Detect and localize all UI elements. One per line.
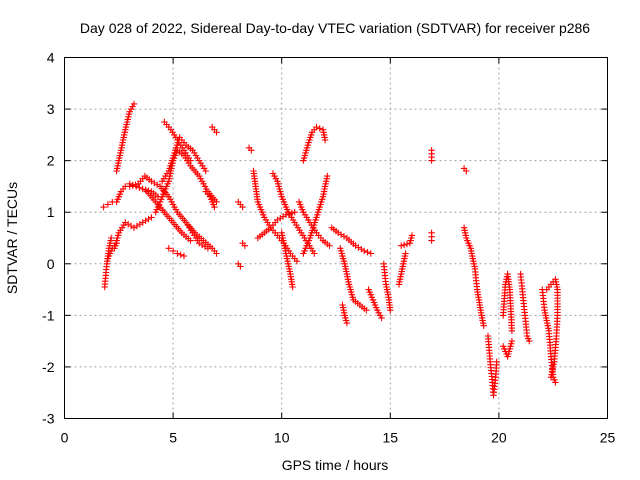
data-point [428,157,435,164]
x-tick-label: 10 [274,430,290,446]
data-point [187,157,194,164]
y-tick-label: 3 [47,101,55,117]
data-point [204,245,212,252]
y-axis-label: SDTVAR / TECUs [4,182,20,294]
data-point [202,167,209,175]
data-point [211,203,218,211]
data-point [289,283,296,291]
data-point [108,234,115,242]
data-point [313,123,320,131]
data-point [552,379,559,386]
x-tick-label: 0 [61,430,69,446]
data-point [177,251,184,258]
data-point [387,307,394,314]
data-point [378,314,385,322]
data-point [148,214,155,221]
data-point [180,252,188,260]
chart-title: Day 028 of 2022, Sidereal Day-to-day VTE… [80,20,590,36]
data-point [213,129,220,136]
data-point [132,181,139,188]
data-point [480,322,487,329]
data-point [104,201,112,208]
data-point [364,249,371,256]
data-point [400,241,408,249]
data-point [239,203,246,211]
data-point [361,247,368,255]
y-tick-label: 4 [47,50,55,66]
data-point [402,250,409,257]
data-points [100,100,561,399]
y-tick-label: 1 [47,204,55,220]
x-tick-label: 20 [491,430,507,446]
axis-ticks: 0 5 10 15 20 25 -3 -2 -1 0 1 2 3 4 [42,50,615,446]
data-point [248,147,255,154]
x-axis-label: GPS time / hours [282,457,389,473]
y-tick-label: -3 [42,411,55,427]
data-point [326,242,333,249]
data-point [136,184,143,191]
data-point [237,263,244,270]
plot-frame [64,57,608,419]
data-point [139,185,146,193]
data-point [126,183,133,190]
y-tick-label: -1 [42,307,55,323]
data-point [241,242,248,249]
data-point [321,136,329,144]
y-tick-label: 2 [47,153,55,169]
data-point [165,245,172,252]
data-point [213,250,220,257]
data-point [343,319,351,327]
grid-lines [64,57,608,419]
data-point [291,209,298,216]
x-tick-label: 25 [600,430,616,446]
x-tick-label: 15 [383,430,399,446]
data-point [363,307,370,314]
data-point [100,203,107,211]
data-point [403,240,411,248]
data-point [526,337,533,345]
data-point [398,242,405,249]
data-point [463,167,470,175]
data-point [508,327,516,334]
data-point [367,250,374,257]
data-point [130,100,138,108]
data-point [493,358,500,365]
data-point [508,337,516,345]
data-point [408,232,416,239]
data-point [547,374,555,381]
data-point [316,125,323,132]
data-point [169,247,177,255]
data-point [187,237,194,244]
data-point [428,237,435,244]
data-point [174,250,181,257]
data-point [324,172,331,180]
data-point [311,250,318,257]
y-tick-label: 0 [47,256,55,272]
data-point [129,182,136,189]
y-tick-label: -2 [42,359,55,375]
data-point [293,258,301,265]
x-tick-label: 5 [169,430,177,446]
